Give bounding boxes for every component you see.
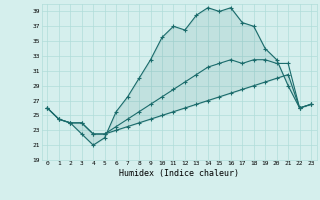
- X-axis label: Humidex (Indice chaleur): Humidex (Indice chaleur): [119, 169, 239, 178]
